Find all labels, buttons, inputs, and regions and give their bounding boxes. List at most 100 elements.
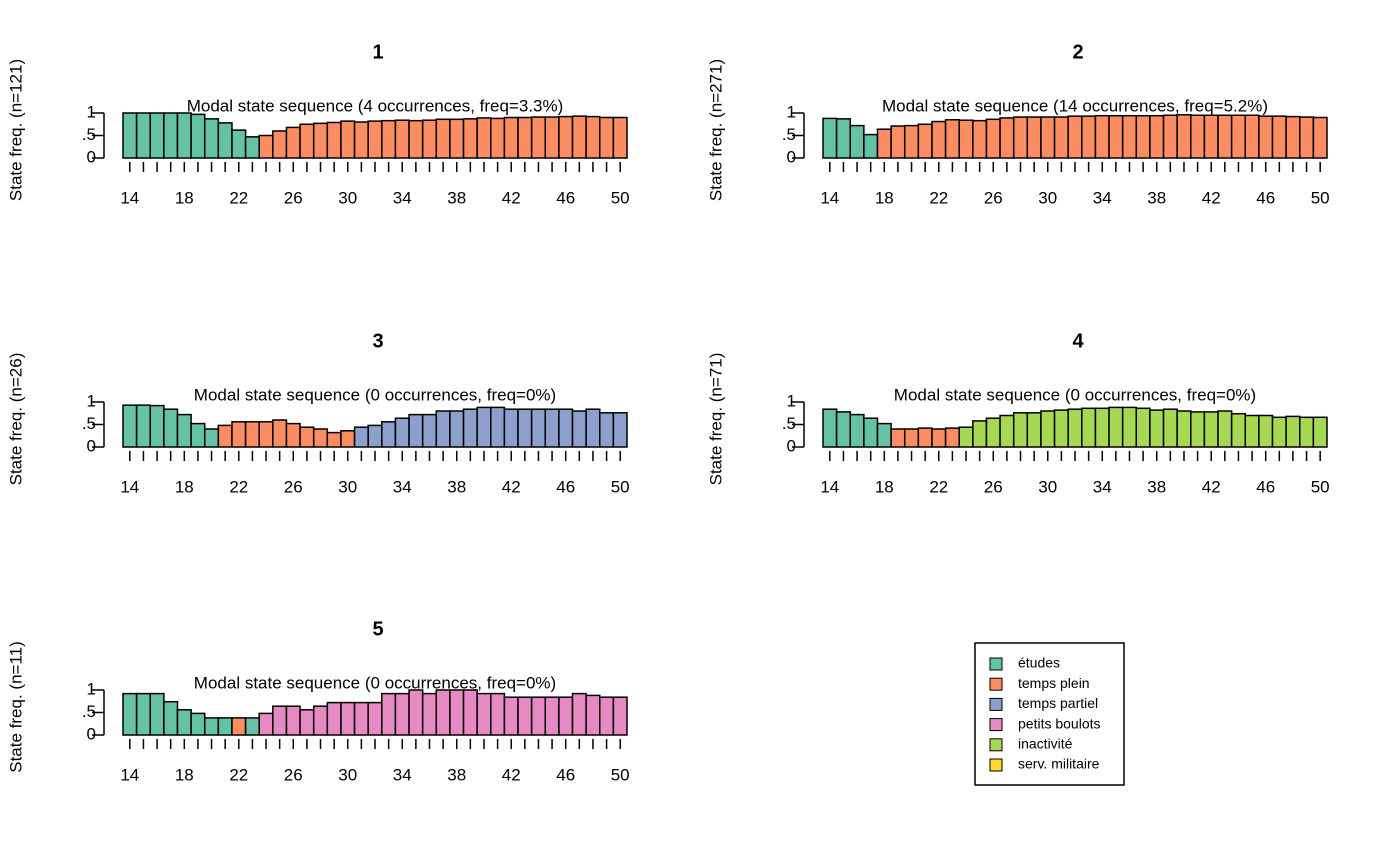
x-tick-label: 30 [338, 188, 357, 207]
x-tick-label: 34 [1093, 188, 1112, 207]
bar [1012, 116, 1029, 159]
bar [353, 426, 369, 448]
bar [517, 696, 533, 736]
x-tick-label: 18 [875, 188, 894, 207]
bar [585, 408, 601, 448]
bar [217, 717, 233, 736]
y-axis-label: State freq. (n=121) [6, 59, 25, 201]
bar [1026, 116, 1042, 159]
bar [449, 410, 465, 448]
bar [1176, 114, 1192, 159]
x-tick-label: 30 [1038, 477, 1057, 496]
bar [462, 689, 478, 736]
x-tick-label: 14 [120, 477, 139, 496]
x-tick-label: 38 [1147, 188, 1166, 207]
bar [863, 417, 879, 448]
x-tick-label: 14 [120, 765, 139, 784]
legend-swatch [989, 758, 1003, 772]
bar [312, 122, 329, 159]
bar [367, 701, 383, 736]
y-axis-label: State freq. (n=11) [6, 641, 25, 773]
bar [190, 712, 206, 736]
x-tick-label: 30 [338, 477, 357, 496]
bar [1217, 114, 1233, 159]
bar [231, 717, 247, 736]
bar [1258, 414, 1274, 448]
bar [1012, 412, 1029, 448]
bar [408, 413, 424, 448]
legend-swatch [989, 677, 1003, 691]
bar [381, 692, 397, 736]
bar [1040, 410, 1056, 448]
bar [176, 413, 192, 448]
bar [544, 408, 560, 448]
x-tick-label: 42 [1202, 477, 1221, 496]
bar [530, 696, 547, 736]
bar [1108, 406, 1124, 448]
legend-swatch [989, 697, 1003, 711]
subtitle: Modal state sequence (0 occurrences, fre… [894, 385, 1256, 404]
x-tick-label: 34 [393, 477, 412, 496]
bar [490, 406, 506, 448]
bar [558, 115, 574, 159]
x-tick-label: 14 [820, 188, 839, 207]
bar [490, 692, 506, 736]
bar [1026, 412, 1042, 448]
bar [135, 112, 151, 159]
bar [421, 413, 438, 448]
bar [1081, 407, 1097, 448]
bar [408, 689, 424, 736]
x-tick-label: 22 [229, 477, 248, 496]
bar [421, 119, 438, 159]
legend-label: études [1018, 655, 1060, 671]
x-tick-label: 50 [611, 188, 630, 207]
bar [1230, 114, 1247, 159]
y-tick-label: .5 [82, 702, 96, 721]
bar [353, 121, 369, 159]
bar [612, 412, 628, 448]
bar [163, 700, 179, 736]
bar [149, 112, 165, 159]
bar [203, 428, 220, 448]
x-tick-label: 50 [1311, 188, 1330, 207]
bar [944, 119, 960, 159]
bar [381, 119, 397, 159]
y-axis-label: State freq. (n=26) [6, 353, 25, 486]
x-tick-label: 14 [120, 188, 139, 207]
x-tick-label: 22 [229, 765, 248, 784]
bar [1285, 415, 1301, 448]
legend-label: temps partiel [1018, 695, 1098, 711]
bar [999, 117, 1015, 159]
bar [599, 116, 615, 159]
bar [231, 421, 247, 448]
y-tick-label: 1 [787, 102, 796, 121]
bar [1067, 115, 1083, 159]
legend-swatch [989, 738, 1003, 752]
x-tick-label: 38 [447, 477, 466, 496]
bar [394, 692, 410, 736]
bar [917, 427, 933, 448]
bar [326, 431, 342, 448]
x-tick-label: 50 [611, 765, 630, 784]
bar [517, 116, 533, 159]
bar [1190, 114, 1206, 159]
bar [381, 421, 397, 448]
legend-label: inactivité [1018, 736, 1073, 752]
bar [272, 419, 288, 448]
bar [1121, 114, 1138, 159]
y-tick-label: .5 [82, 414, 96, 433]
bar [462, 408, 478, 448]
y-tick-label: 0 [87, 724, 96, 743]
bar [1312, 116, 1328, 159]
bar [285, 422, 301, 448]
bar [558, 696, 574, 736]
bar [1108, 114, 1124, 159]
bar [421, 692, 438, 736]
bar [299, 709, 315, 736]
panel-title: 2 [1072, 41, 1083, 63]
bar [190, 422, 206, 448]
bar [958, 119, 974, 159]
x-tick-label: 34 [1093, 477, 1112, 496]
bar [490, 117, 506, 159]
